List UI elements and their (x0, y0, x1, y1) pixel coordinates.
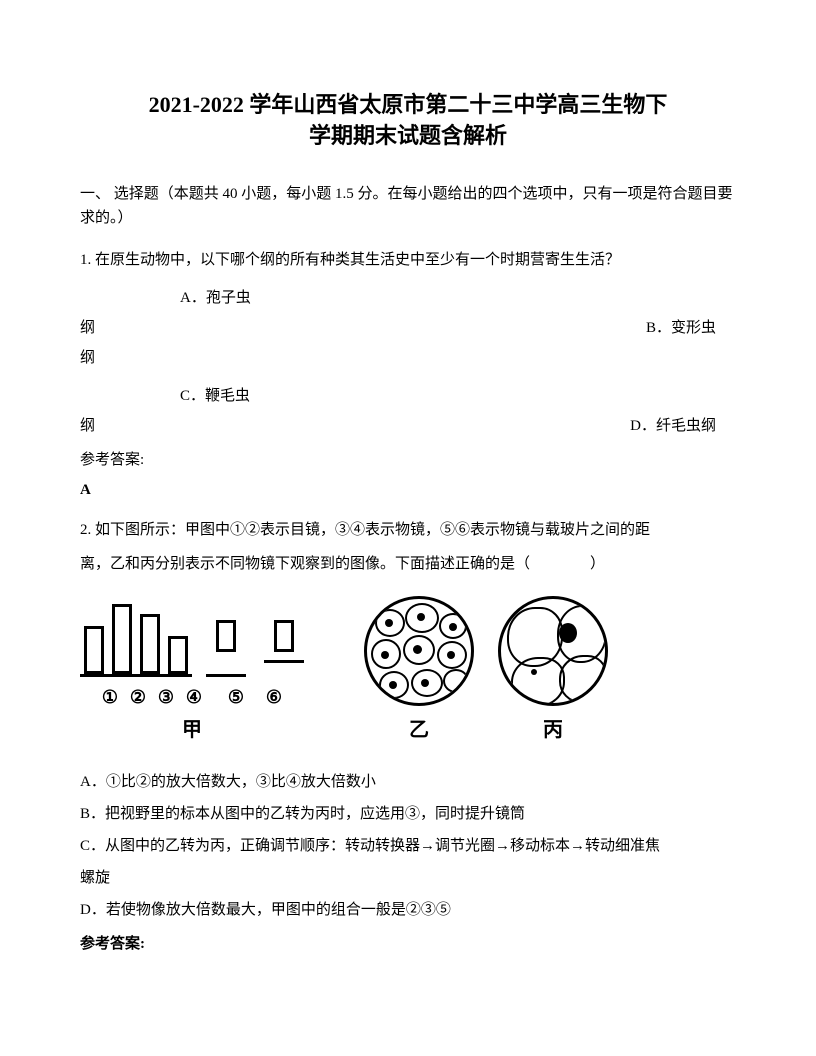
figure-jia: ① ② ③ ④ ⑤ ⑥ 甲 (80, 604, 304, 746)
lens-4 (168, 636, 188, 674)
lens-1 (84, 626, 104, 674)
title-line-1: 2021-2022 学年山西省太原市第二十三中学高三生物下 (80, 90, 736, 121)
q2-text-1: 2. 如下图所示：甲图中①②表示目镜，③④表示物镜，⑤⑥表示物镜与载玻片之间的距 (80, 518, 736, 542)
question-2: 2. 如下图所示：甲图中①②表示目镜，③④表示物镜，⑤⑥表示物镜与载玻片之间的距… (80, 518, 736, 956)
q2-figures: ① ② ③ ④ ⑤ ⑥ 甲 (80, 596, 736, 746)
q1-answer: A (80, 478, 736, 502)
figure-bing: 丙 (498, 596, 608, 746)
q2-text-2: 离，乙和丙分别表示不同物镜下观察到的图像。下面描述正确的是（ ） (80, 552, 736, 576)
q1-gang-3: 纲 (80, 414, 95, 438)
lens-2 (112, 604, 132, 674)
label-bing: 丙 (543, 714, 563, 746)
q1-option-a: A．孢子虫 (80, 286, 736, 310)
q2-option-c-cont: 螺旋 (80, 866, 736, 890)
cell-figures: 乙 丙 (364, 596, 608, 746)
lens-3 (140, 614, 160, 674)
q1-text: 1. 在原生动物中，以下哪个纲的所有种类其生活史中至少有一个时期营寄生生活？ (80, 248, 736, 272)
q1-gang-1: 纲 (80, 316, 95, 340)
exam-title: 2021-2022 学年山西省太原市第二十三中学高三生物下 学期期末试题含解析 (80, 90, 736, 152)
q1-option-d: D．纤毛虫纲 (630, 414, 736, 438)
q2-answer-label: 参考答案: (80, 932, 736, 956)
q1-option-c: C．鞭毛虫 (80, 384, 736, 408)
q1-option-b: B．变形虫 (646, 316, 736, 340)
q1-answer-label: 参考答案: (80, 448, 736, 472)
lens-5 (216, 620, 236, 652)
figure-numbers: ① ② ③ ④ ⑤ ⑥ (100, 683, 284, 712)
label-yi: 乙 (409, 714, 429, 746)
label-jia: 甲 (182, 714, 202, 746)
q2-option-b: B．把视野里的标本从图中的乙转为丙时，应选用③，同时提升镜筒 (80, 802, 736, 826)
lens-6 (274, 620, 294, 652)
figure-yi: 乙 (364, 596, 474, 746)
section-header: 一、 选择题（本题共 40 小题，每小题 1.5 分。在每小题给出的四个选项中，… (80, 182, 736, 230)
q2-option-a: A．①比②的放大倍数大，③比④放大倍数小 (80, 770, 736, 794)
question-1: 1. 在原生动物中，以下哪个纲的所有种类其生活史中至少有一个时期营寄生生活？ A… (80, 248, 736, 502)
q2-option-c: C．从图中的乙转为丙，正确调节顺序：转动转换器→调节光圈→移动标本→转动细准焦 (80, 834, 736, 858)
title-line-2: 学期期末试题含解析 (80, 121, 736, 152)
q2-option-d: D．若使物像放大倍数最大，甲图中的组合一般是②③⑤ (80, 898, 736, 922)
q1-gang-2: 纲 (80, 346, 736, 370)
